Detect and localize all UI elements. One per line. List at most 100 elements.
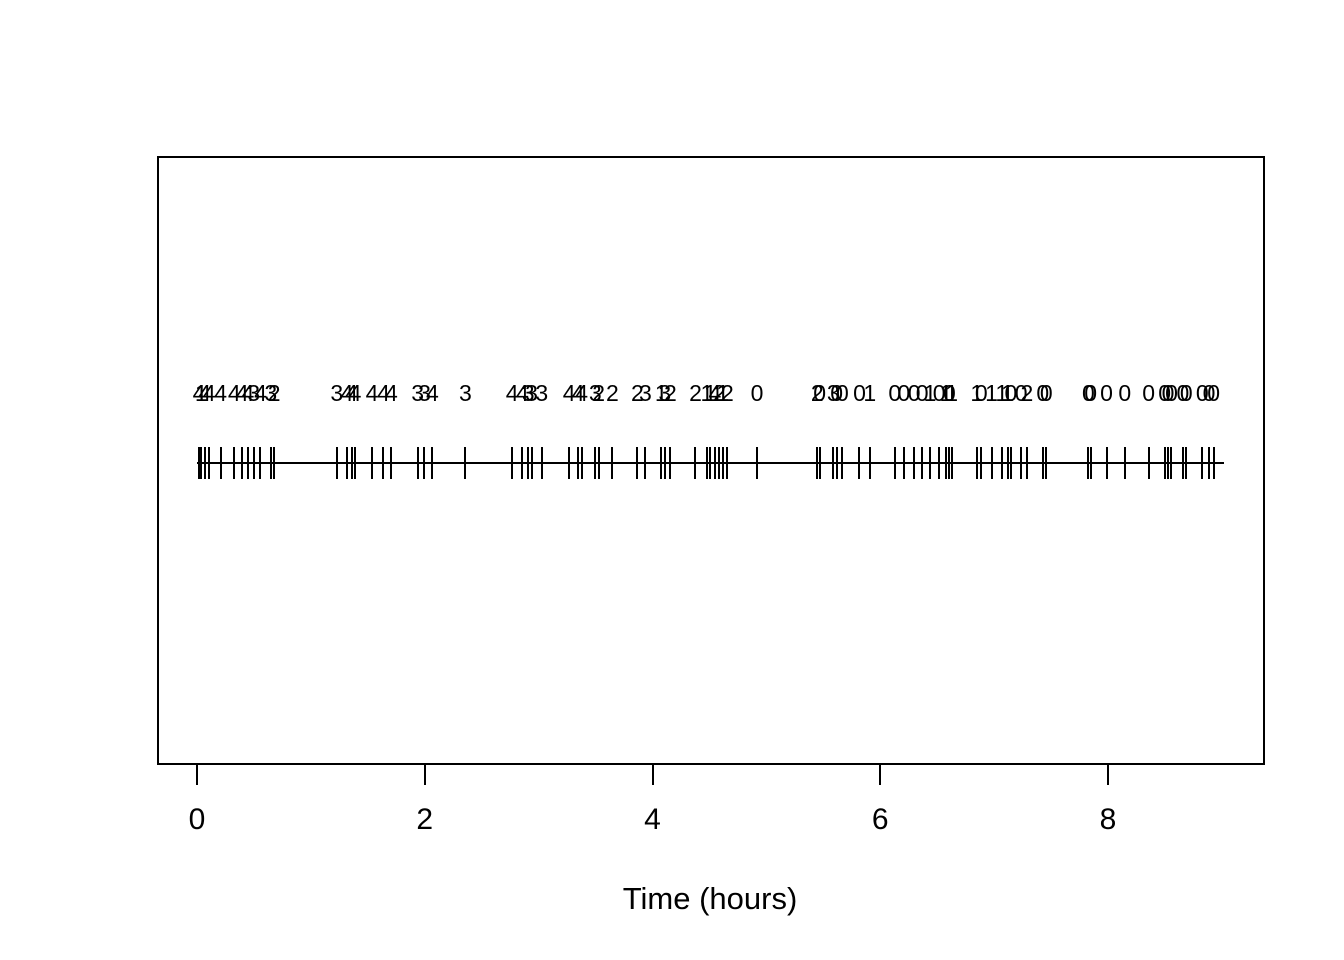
event-tick [354,447,356,479]
event-tick [705,447,708,479]
event-count-label: 1 [703,380,717,406]
x-axis-tick [423,763,426,785]
event-tick [948,447,951,479]
event-count-label: 0 [1014,380,1028,406]
event-tick [530,447,533,479]
event-tick [663,447,666,479]
event-tick [694,447,697,479]
event-count-label: 1 [716,380,730,406]
event-count-label: 1 [700,380,714,406]
event-tick [203,447,206,479]
event-count-label: 1 [194,380,208,406]
event-tick [568,447,571,479]
event-tick [611,447,614,479]
event-tick [273,447,276,479]
event-tick [416,447,419,479]
event-tick [390,447,393,479]
event-count-label: 4 [377,380,390,406]
event-tick [1163,447,1166,479]
event-tick [511,447,514,479]
event-tick [1089,447,1092,479]
event-count-label: 4 [198,380,212,406]
event-count-label: 0 [1081,380,1095,406]
event-tick [858,447,861,479]
event-count-label: 2 [605,380,619,406]
event-count-label: 4 [345,380,358,406]
event-count-label: 0 [974,380,988,406]
event-tick [1045,447,1048,479]
event-count-label: 4 [235,380,249,406]
event-tick [252,447,255,479]
event-count-label: 0 [897,380,911,406]
event-tick [1025,447,1028,479]
event-tick [726,447,729,479]
event-tick [346,447,349,479]
event-tick [893,447,896,479]
event-count-label: 2 [664,380,677,406]
event-tick [913,447,916,479]
event-count-label: 2 [810,380,824,406]
event-tick [198,447,200,479]
event-count-label: 2 [631,380,644,406]
event-tick [1181,447,1184,479]
event-count-label: 0 [1165,380,1178,406]
event-count-label: 1 [923,380,937,406]
event-count-label: 1 [985,380,998,406]
event-tick [1006,447,1009,479]
event-count-label: 0 [1207,380,1221,406]
event-count-label: 4 [192,380,206,406]
event-count-label: 0 [835,380,849,406]
event-count-label: 0 [853,380,866,406]
event-count-label: 3 [264,380,278,406]
event-count-label: 0 [1004,380,1018,406]
event-count-label: 3 [330,380,344,406]
event-tick [241,447,244,479]
event-tick [721,447,724,479]
event-count-label: 0 [1039,380,1053,406]
event-count-label: 0 [1195,380,1209,406]
event-tick [1208,447,1211,479]
event-count-label: 3 [826,380,840,406]
x-axis-tick-label: 2 [416,803,434,836]
event-tick [382,447,385,479]
event-count-label: 2 [720,380,734,406]
event-count-label: 1 [945,380,959,406]
event-tick [1212,447,1215,479]
event-count-label: 0 [932,380,946,406]
x-axis-tick-label: 8 [1099,803,1117,836]
event-tick [755,447,758,479]
event-tick [945,447,948,479]
event-count-label: 4 [241,380,255,406]
event-tick [208,447,211,479]
event-tick [1185,447,1188,479]
event-count-label: 4 [348,380,362,406]
event-tick [200,447,203,479]
event-tick [540,447,543,479]
event-tick [921,447,924,479]
event-tick [1000,447,1003,479]
event-tick [669,447,672,479]
event-count-label: 1 [1001,380,1014,406]
event-count-label: 2 [267,380,281,406]
event-count-label: 0 [830,380,844,406]
event-count-label: 0 [1176,380,1190,406]
event-tick [902,447,905,479]
event-count-label: 0 [1036,380,1050,406]
event-count-label: 0 [1179,380,1193,406]
event-count-label: 2 [713,380,726,406]
event-tick [636,447,639,479]
event-count-label: 3 [588,380,602,406]
event-count-label: 0 [1100,380,1113,406]
event-count-label: 0 [1118,380,1132,406]
x-axis-title: Time (hours) [622,881,798,916]
event-tick [350,447,353,479]
event-tick [431,447,434,479]
event-tick [259,447,262,479]
event-tick [527,447,530,479]
event-tick [577,447,580,479]
event-tick [713,447,716,479]
x-axis-tick-label: 6 [871,803,889,836]
event-count-label: 4 [571,380,585,406]
